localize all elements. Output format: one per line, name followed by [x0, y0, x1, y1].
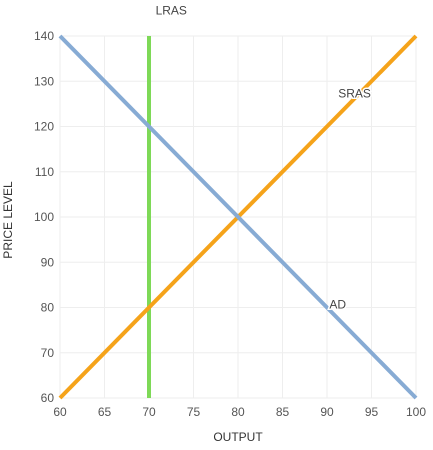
- y-tick-label: 100: [34, 210, 54, 224]
- series-label-ad: AD: [329, 297, 346, 311]
- x-axis-ticks: 60 65 70 75 80 85 90 95 100: [53, 405, 426, 419]
- series-lines: [58, 34, 418, 400]
- y-axis-title: PRICE LEVEL: [1, 181, 15, 259]
- y-tick-label: 140: [34, 29, 54, 43]
- y-tick-label: 130: [34, 74, 54, 88]
- y-tick-label: 120: [34, 120, 54, 134]
- x-tick-label: 90: [320, 405, 334, 419]
- y-tick-label: 60: [41, 391, 55, 405]
- y-tick-label: 80: [41, 301, 55, 315]
- series-label-lras: LRAS: [156, 3, 187, 17]
- y-tick-label: 110: [35, 165, 54, 179]
- x-tick-label: 75: [187, 405, 201, 419]
- series-line-ad: [58, 34, 418, 400]
- x-tick-label: 80: [231, 405, 245, 419]
- y-axis-ticks: 60 70 80 90 100 110 120 130 140: [34, 29, 54, 405]
- x-axis-title: OUTPUT: [213, 430, 263, 444]
- x-tick-label: 65: [98, 405, 112, 419]
- x-tick-label: 60: [53, 405, 67, 419]
- series-label-sras: SRAS: [338, 87, 371, 101]
- x-tick-label: 95: [365, 405, 379, 419]
- x-tick-label: 100: [406, 405, 426, 419]
- series-labels: LRAS SRAS AD: [154, 2, 372, 313]
- y-tick-label: 70: [41, 346, 55, 360]
- x-tick-label: 70: [142, 405, 156, 419]
- y-tick-label: 90: [41, 255, 55, 269]
- x-tick-label: 85: [276, 405, 290, 419]
